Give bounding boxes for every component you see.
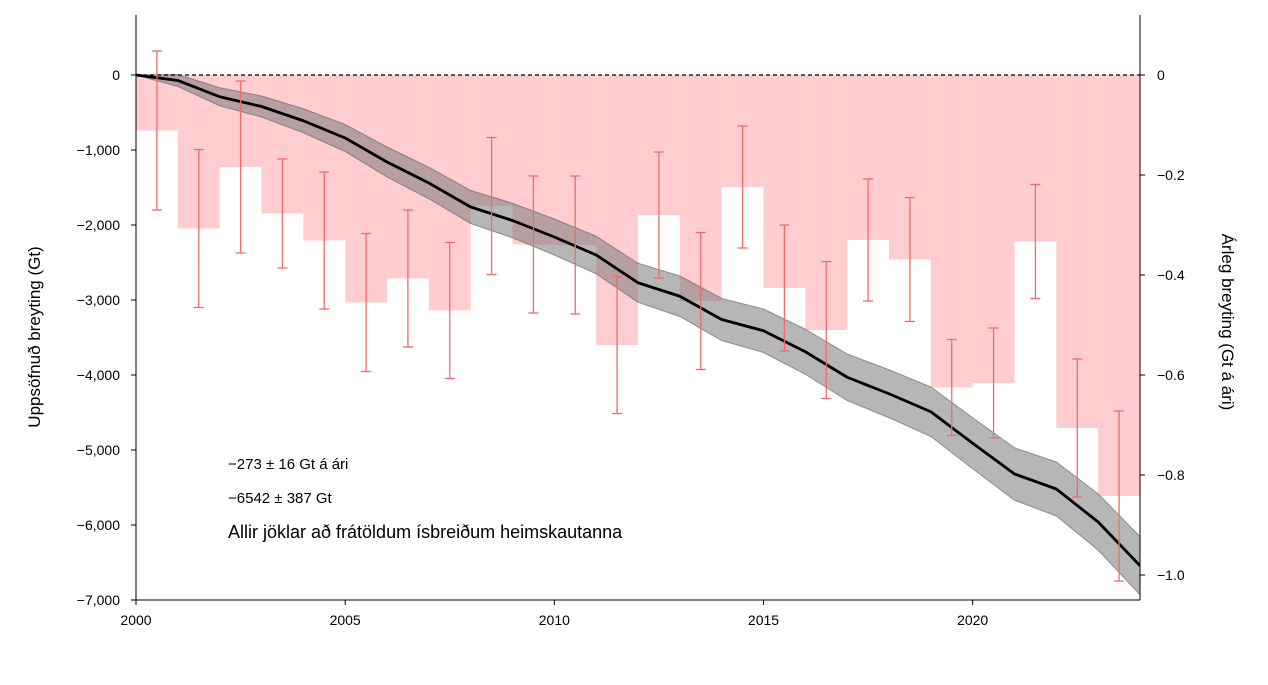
error-bar-2008 bbox=[486, 136, 497, 276]
error-bar-2005 bbox=[361, 232, 372, 373]
left-tick-label: −3,000 bbox=[77, 292, 120, 308]
error-bar-2011 bbox=[612, 275, 623, 415]
error-bar-2022 bbox=[1072, 358, 1083, 498]
error-bar-2015 bbox=[779, 224, 790, 352]
left-tick-label: 0 bbox=[112, 67, 120, 83]
left-tick-label: −5,000 bbox=[77, 442, 120, 458]
right-tick-label: −0.2 bbox=[1157, 167, 1185, 183]
x-tick-label: 2000 bbox=[120, 612, 151, 628]
x-tick-label: 2015 bbox=[748, 612, 779, 628]
error-bar-2002 bbox=[235, 80, 246, 254]
cumulative-series-line bbox=[135, 73, 1142, 567]
error-bar-2018 bbox=[904, 196, 915, 323]
error-bar-2006 bbox=[402, 209, 413, 348]
error-bar-2003 bbox=[277, 158, 288, 269]
error-bar-2000 bbox=[151, 50, 162, 211]
total-change-annotation: −6542 ± 387 Gt bbox=[228, 490, 333, 507]
error-bar-2001 bbox=[193, 148, 204, 309]
x-tick-label: 2020 bbox=[957, 612, 988, 628]
error-bar-2004 bbox=[319, 171, 330, 310]
left-tick-label: −4,000 bbox=[77, 367, 120, 383]
right-tick-label: −1.0 bbox=[1157, 567, 1185, 583]
y-axis-left-label: Uppsöfnuð breyting (Gt) bbox=[25, 246, 44, 427]
cumulative-line bbox=[135, 73, 1142, 567]
error-bar-2014 bbox=[737, 125, 748, 249]
annual-bar-2019 bbox=[930, 75, 973, 388]
right-tick-label: −0.6 bbox=[1157, 367, 1185, 383]
error-bar-2009 bbox=[528, 175, 539, 314]
annual-rate-annotation: −273 ± 16 Gt á ári bbox=[228, 456, 348, 473]
annual-error-bars bbox=[151, 50, 1125, 582]
y-axis-right-label: Árleg breyting (Gt á ári) bbox=[1218, 234, 1237, 411]
error-bar-2012 bbox=[653, 151, 664, 279]
right-tick-label: 0 bbox=[1157, 67, 1165, 83]
error-bar-2016 bbox=[821, 260, 832, 400]
x-tick-label: 2005 bbox=[330, 612, 361, 628]
right-tick-label: −0.4 bbox=[1157, 267, 1185, 283]
left-tick-label: −7,000 bbox=[77, 592, 120, 608]
left-tick-label: −6,000 bbox=[77, 517, 120, 533]
x-tick-label: 2010 bbox=[539, 612, 570, 628]
error-bar-2019 bbox=[946, 338, 957, 437]
right-tick-label: −0.8 bbox=[1157, 467, 1185, 483]
error-bar-2017 bbox=[863, 178, 874, 302]
error-bar-2020 bbox=[988, 327, 999, 439]
error-bar-2023 bbox=[1114, 410, 1125, 582]
left-tick-label: −1,000 bbox=[77, 142, 120, 158]
error-bar-2007 bbox=[444, 241, 455, 380]
error-bar-2013 bbox=[695, 231, 706, 371]
region-annotation: Allir jöklar að frátöldum ísbreiðum heim… bbox=[228, 522, 623, 542]
left-tick-label: −2,000 bbox=[77, 217, 120, 233]
axes: 0 −1,000 −2,000 −3,000 −4,000 −5,000 −6,000 −7,… bbox=[77, 15, 1185, 628]
error-bar-2010 bbox=[570, 175, 581, 315]
error-bar-2021 bbox=[1030, 183, 1041, 300]
